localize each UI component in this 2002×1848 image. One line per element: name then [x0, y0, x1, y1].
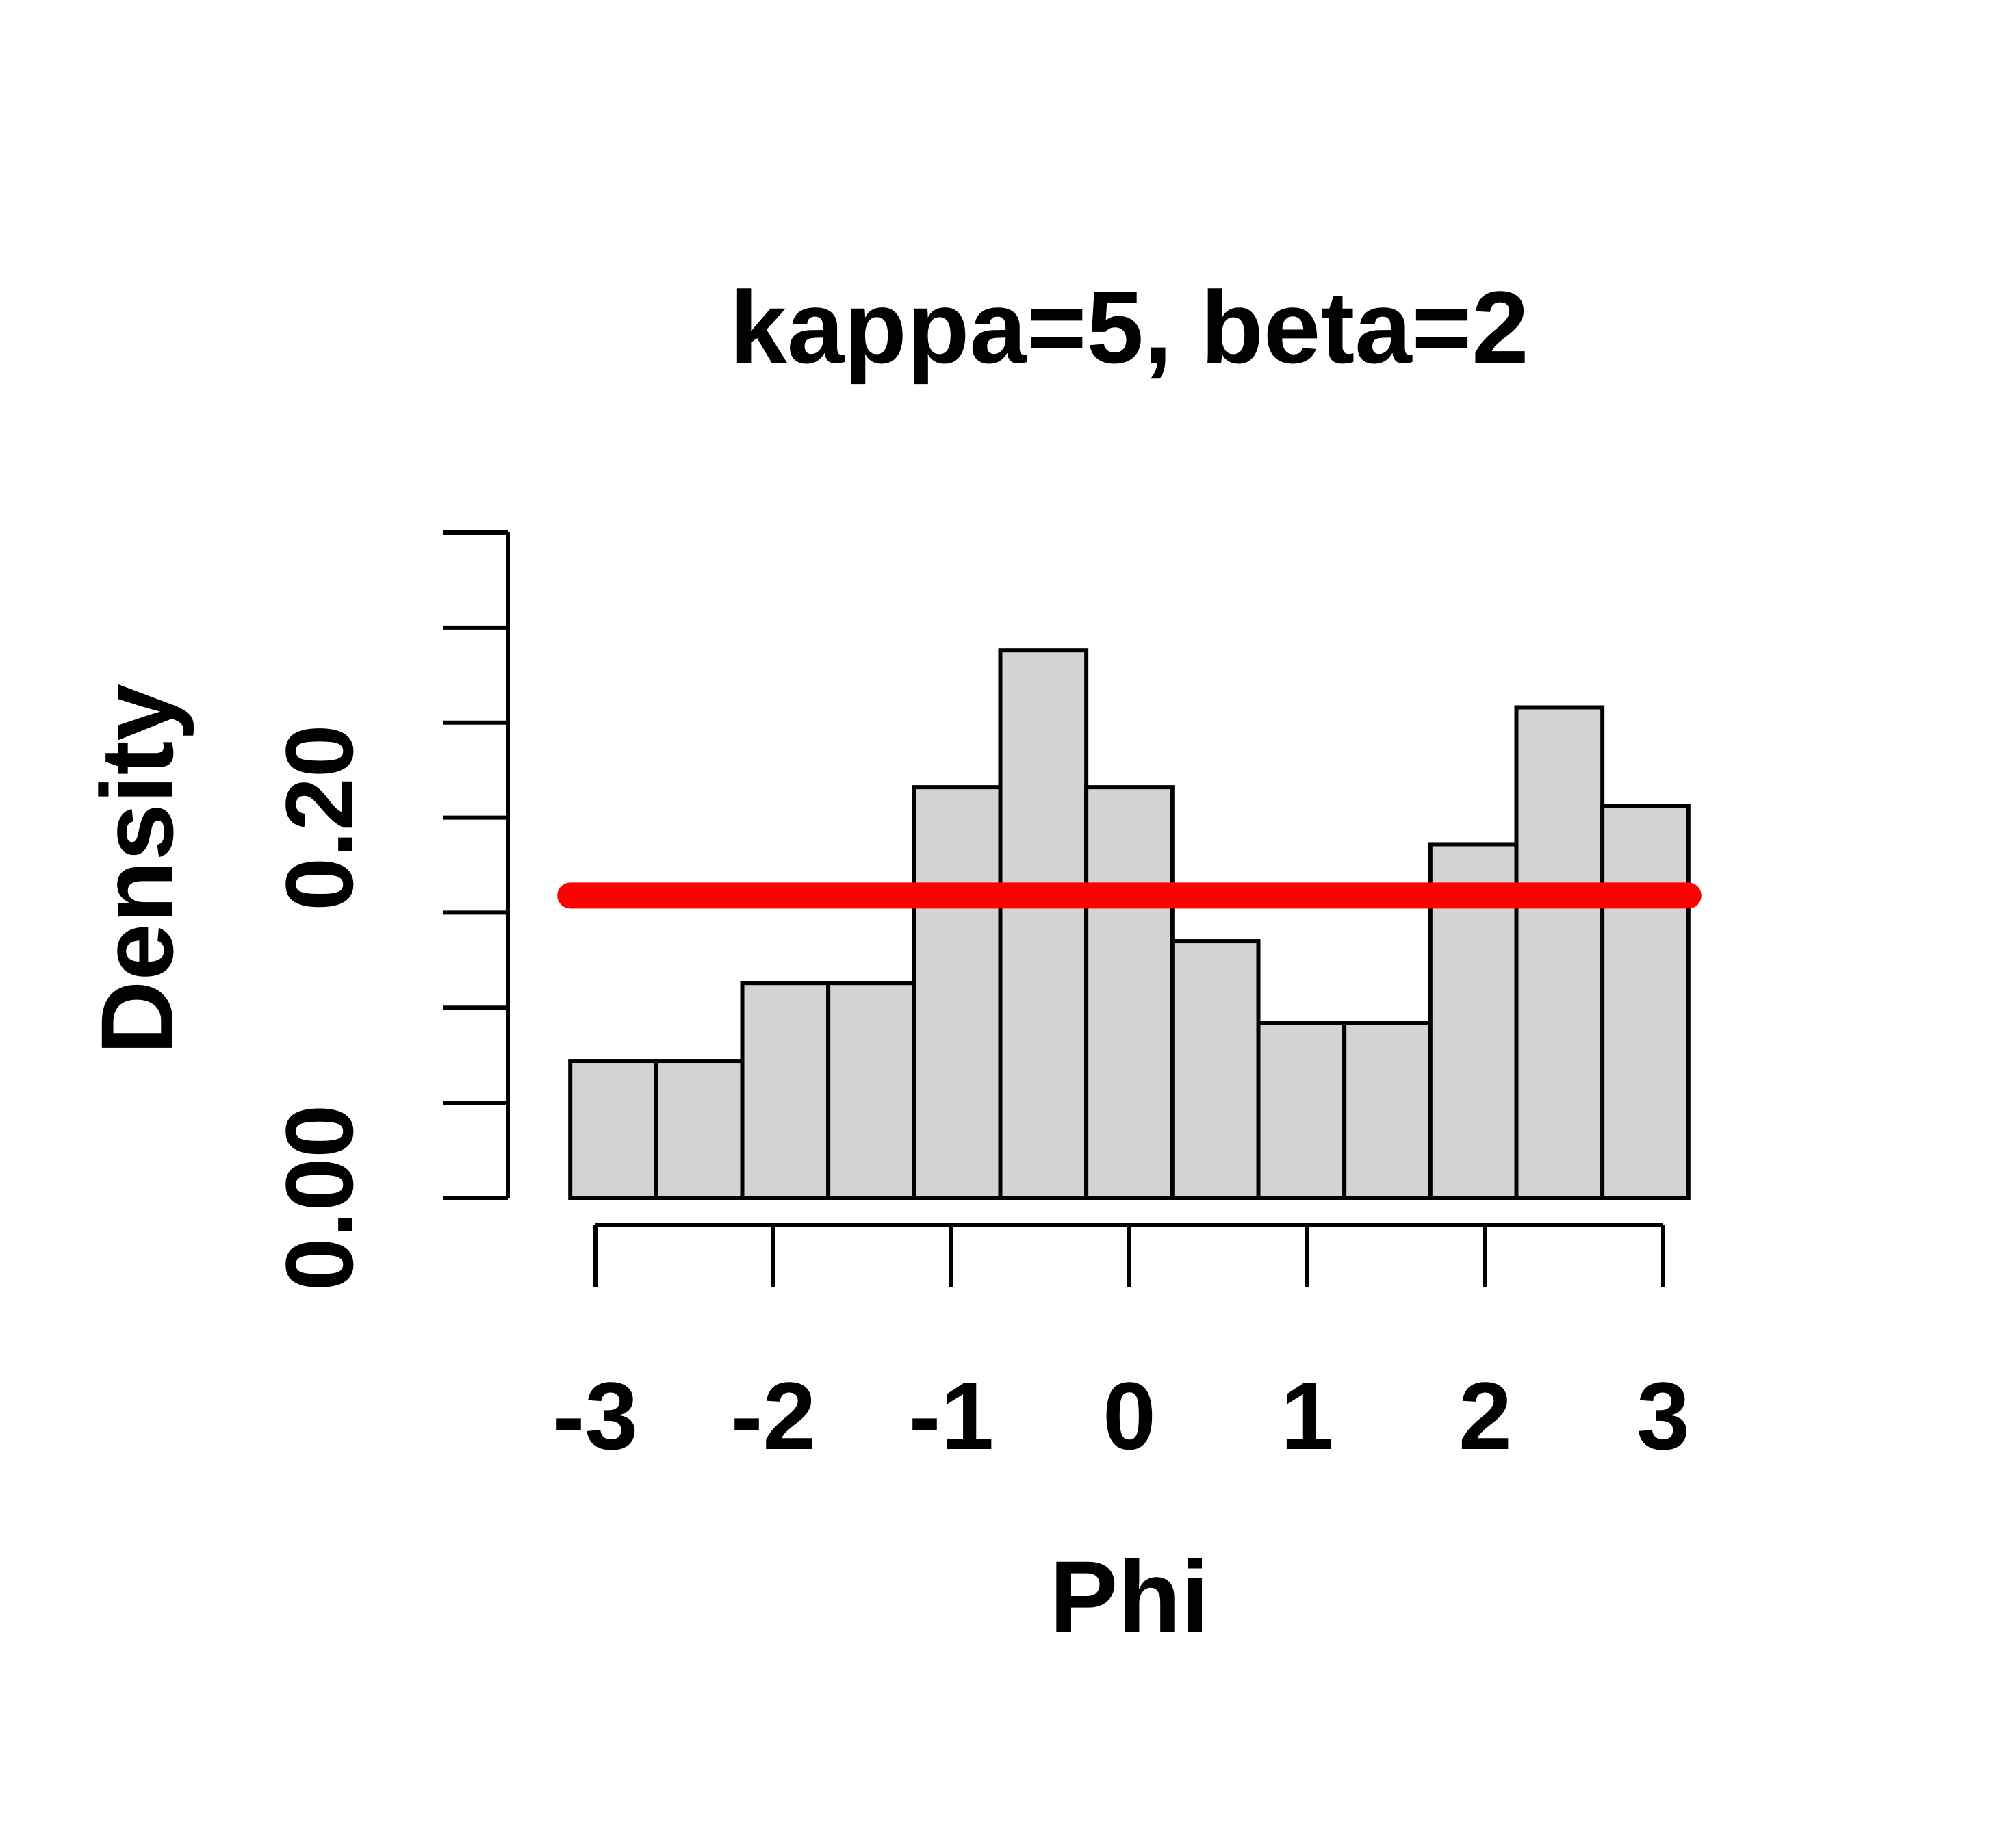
y-tick-label: 0.00 [266, 1105, 373, 1291]
histogram-bar [998, 648, 1089, 1200]
histogram-bar [1170, 939, 1261, 1200]
x-tick-label: -3 [553, 1362, 638, 1470]
histogram-bars [568, 648, 1691, 1201]
x-tick-label: 1 [1281, 1362, 1334, 1470]
x-tick-label: -2 [731, 1362, 816, 1470]
x-axis: -3 -2 -1 0 1 2 3 [553, 1223, 1690, 1470]
x-axis-label: Phi [1049, 1539, 1209, 1654]
histogram-bar [740, 981, 831, 1200]
chart-title: kappa=5, beta=2 [730, 270, 1528, 385]
y-axis: 0.00 0.20 [266, 530, 510, 1291]
histogram-bar [1600, 804, 1691, 1200]
x-tick-label: -1 [909, 1362, 994, 1470]
histogram-bar [654, 1059, 745, 1200]
histogram-bar [1084, 785, 1175, 1200]
histogram-bar [826, 981, 916, 1200]
histogram-bar [1342, 1021, 1433, 1200]
y-axis-label: Density [79, 684, 194, 1055]
histogram-bar [912, 785, 1003, 1200]
histogram-bar [1514, 705, 1605, 1201]
y-tick-label: 0.20 [266, 724, 373, 910]
histogram-bar [1256, 1021, 1347, 1200]
x-tick-label: 3 [1637, 1362, 1690, 1470]
histogram-bar [568, 1059, 658, 1200]
x-tick-label: 0 [1103, 1362, 1156, 1470]
x-tick-label: 2 [1459, 1362, 1512, 1470]
